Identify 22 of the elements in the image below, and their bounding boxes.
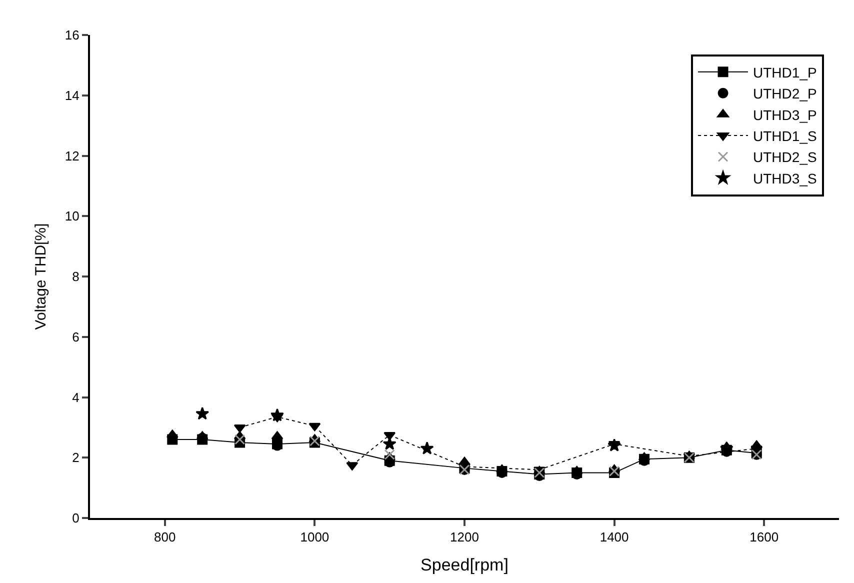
y-tick-label: 6 xyxy=(72,329,80,344)
legend-label: UTHD2_S xyxy=(753,149,817,166)
legend-label: UTHD2_P xyxy=(753,86,817,102)
y-tick-label: 10 xyxy=(64,208,80,224)
x-axis-title: Speed[rpm] xyxy=(420,556,508,574)
legend-label: UTHD1_S xyxy=(753,128,817,144)
x-tick-label: 800 xyxy=(154,530,176,545)
y-tick-label: 8 xyxy=(72,269,80,284)
y-tick-label: 0 xyxy=(72,510,80,526)
y-tick-label: 12 xyxy=(64,148,80,164)
y-tick-label: 16 xyxy=(64,28,80,43)
y-tick-label: 2 xyxy=(72,450,80,466)
legend-label: UTHD3_P xyxy=(753,106,817,123)
x-tick-label: 1200 xyxy=(450,530,479,545)
x-tick-label: 1000 xyxy=(300,530,330,545)
legend-label: UTHD3_S xyxy=(753,170,817,186)
legend-label: UTHD1_P xyxy=(753,64,817,80)
x-tick-label: 1400 xyxy=(600,530,629,545)
x-tick-label: 1600 xyxy=(750,530,779,545)
y-tick-label: 14 xyxy=(64,88,80,103)
y-tick-label: 4 xyxy=(72,390,80,405)
y-axis-title: Voltage THD[%] xyxy=(32,223,50,330)
